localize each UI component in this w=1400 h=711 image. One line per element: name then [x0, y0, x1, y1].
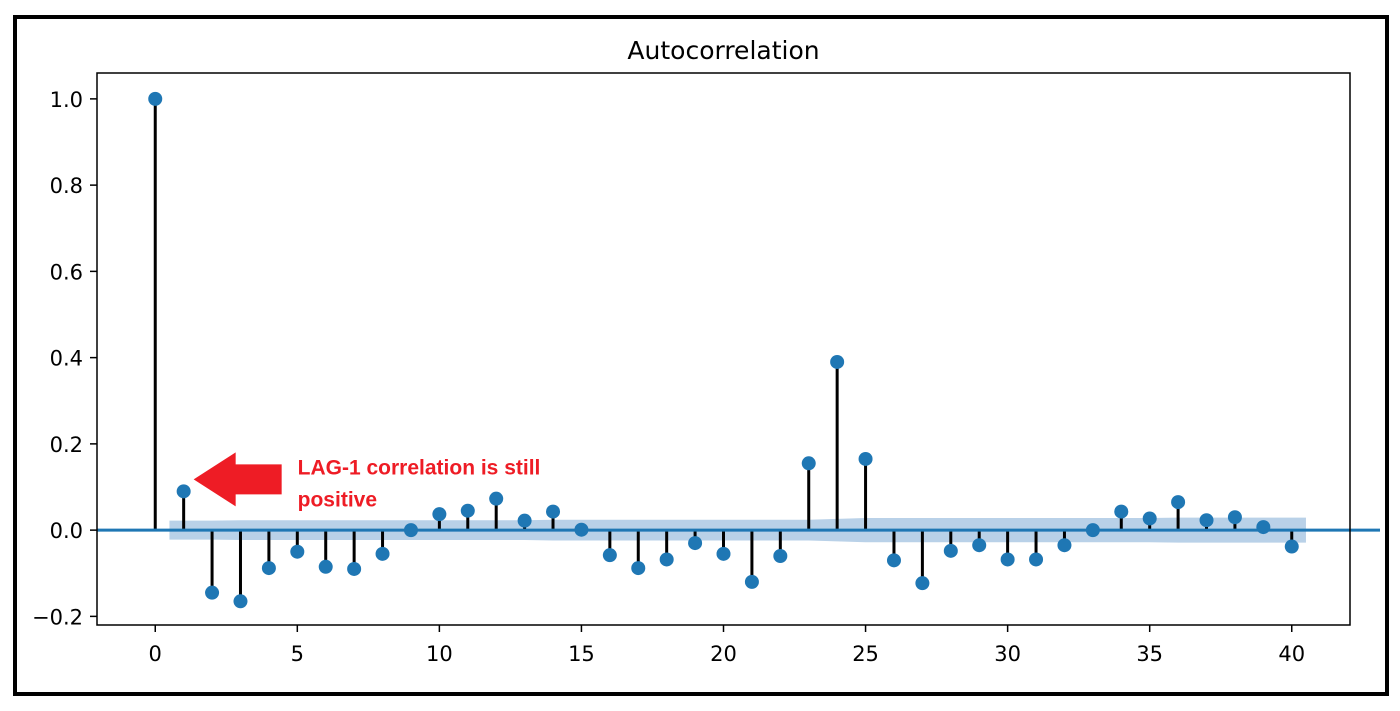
left-arrow-icon	[193, 452, 282, 507]
data-point	[1057, 538, 1072, 553]
data-point	[716, 546, 731, 561]
data-point	[233, 594, 248, 609]
data-point	[1000, 552, 1015, 567]
data-point	[205, 585, 220, 600]
x-tick-label: 25	[852, 642, 879, 666]
data-point	[830, 354, 845, 369]
data-point	[261, 561, 276, 576]
x-tick-label: 35	[1136, 642, 1163, 666]
data-point	[943, 543, 958, 558]
data-point	[546, 504, 561, 519]
data-point	[1227, 510, 1242, 525]
data-point	[744, 574, 759, 589]
data-point	[631, 561, 646, 576]
data-point	[432, 507, 447, 522]
y-tick-label: 0.0	[50, 519, 83, 543]
x-tick-label: 30	[994, 642, 1021, 666]
data-point	[375, 546, 390, 561]
data-point	[1256, 520, 1271, 535]
x-tick-label: 0	[149, 642, 162, 666]
x-tick-label: 10	[426, 642, 453, 666]
annotation: LAG-1 correlation is still positive	[193, 452, 541, 511]
y-tick-label: 0.4	[50, 347, 83, 371]
data-point	[1142, 511, 1157, 526]
data-point	[1284, 539, 1299, 554]
y-tick-label: 0.6	[50, 260, 83, 284]
y-tick-label: 0.8	[50, 174, 83, 198]
data-point	[403, 523, 418, 538]
data-point	[773, 549, 788, 563]
x-tick-label: 20	[710, 642, 737, 666]
y-tick-label: 1.0	[50, 88, 83, 112]
acf-chart: Autocorrelation 0 5 10 15 20 25 30 35 40−0.20.00…	[32, 36, 1380, 666]
annotation-line-1: LAG-1 correlation is still	[298, 456, 541, 479]
annotation-line-2: positive	[298, 488, 377, 511]
data-point	[460, 503, 475, 518]
data-point	[148, 91, 163, 106]
chart-title: Autocorrelation	[627, 36, 819, 65]
y-tick-label: −0.2	[32, 605, 83, 629]
data-point	[574, 522, 589, 537]
data-point	[290, 544, 305, 559]
markers	[148, 91, 1299, 609]
data-point	[1114, 504, 1129, 519]
data-point	[1171, 495, 1186, 510]
data-point	[1029, 552, 1044, 567]
x-tick-label: 40	[1278, 642, 1305, 666]
data-point	[318, 559, 333, 574]
data-point	[659, 552, 674, 567]
data-point	[176, 484, 191, 499]
data-point	[517, 513, 532, 528]
data-point	[1199, 513, 1214, 528]
chart-frame: Autocorrelation 0 5 10 15 20 25 30 35 40 −0.2 0.0 0…	[13, 15, 1389, 696]
x-tick-label: 5	[291, 642, 304, 666]
y-tick-label: 0.2	[50, 433, 83, 457]
data-point	[347, 561, 362, 576]
x-tick-label: 15	[568, 642, 595, 666]
data-point	[801, 456, 816, 471]
axes: 0 5 10 15 20 25 30 35 40 −0.2 0.0 0.2 0.4 0.6 0.8 1.0	[32, 72, 1351, 666]
data-point	[886, 553, 901, 568]
data-point	[688, 536, 703, 551]
data-point	[489, 491, 504, 506]
data-point	[602, 548, 617, 563]
data-point	[915, 576, 930, 591]
data-point	[972, 538, 987, 553]
data-point	[858, 451, 873, 466]
data-point	[1085, 523, 1100, 538]
